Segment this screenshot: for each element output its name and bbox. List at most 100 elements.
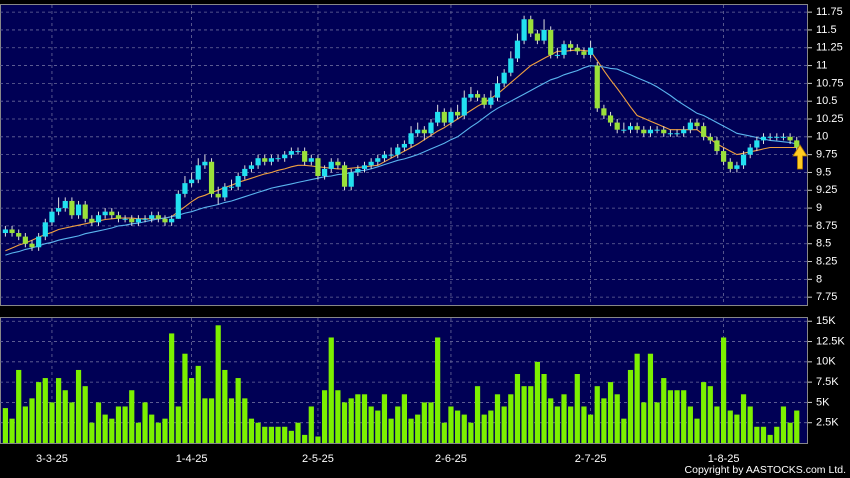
volume-bar <box>308 406 314 443</box>
volume-bar <box>115 406 122 443</box>
candle-body <box>541 29 547 41</box>
volume-bar <box>62 390 68 443</box>
candle-body <box>135 218 141 223</box>
candle-body <box>474 94 481 98</box>
volume-bar <box>189 378 195 443</box>
candle-body <box>601 108 607 116</box>
candle-body <box>581 51 587 55</box>
candle-body <box>641 129 647 134</box>
ma-line <box>5 49 797 252</box>
candle-body <box>242 168 248 177</box>
y-tick-label: 11 <box>816 59 827 71</box>
volume-bar <box>348 398 354 443</box>
candle-body <box>16 233 22 237</box>
candle-body <box>661 129 667 134</box>
volume-bar <box>295 422 301 443</box>
candle-body <box>687 122 693 130</box>
volume-bar <box>155 422 161 443</box>
candle-body <box>95 215 102 223</box>
volume-bar <box>794 410 800 443</box>
candle-body <box>315 158 321 177</box>
candle-body <box>75 204 82 216</box>
candle-body <box>548 29 554 55</box>
candle-body <box>49 211 55 223</box>
volume-bar <box>42 378 48 443</box>
volume-bar <box>375 410 381 443</box>
volume-bar <box>248 418 255 443</box>
candle-body <box>448 111 454 123</box>
volume-bar <box>461 414 467 443</box>
candle-body <box>182 183 188 194</box>
volume-bar <box>787 422 793 443</box>
volume-bar <box>82 386 88 443</box>
volume-bar <box>674 390 680 443</box>
candle-body <box>574 47 580 52</box>
candle-body <box>714 140 720 152</box>
volume-bar <box>36 382 42 443</box>
volume-bar <box>208 398 215 443</box>
x-tick-label: 3-3-25 <box>36 453 68 465</box>
candle-body <box>89 218 95 223</box>
volume-bar <box>428 402 434 443</box>
volume-bar <box>235 378 241 443</box>
candle-body <box>415 129 421 134</box>
volume-bar <box>528 386 534 443</box>
y-tick-label: 9.25 <box>816 184 837 196</box>
candle-body <box>129 218 135 223</box>
candle-body <box>222 186 228 198</box>
volume-bar <box>661 378 667 443</box>
volume-bar <box>415 414 421 443</box>
volume-bar <box>747 406 753 443</box>
candle-body <box>2 229 8 234</box>
candle-body <box>554 54 560 56</box>
volume-bar <box>275 426 281 443</box>
candle-body <box>368 161 374 166</box>
volume-bar <box>548 398 554 443</box>
volume-bar <box>508 394 514 443</box>
volume-bar <box>627 369 634 443</box>
plot-layer: 7.75 8 8.25 8.5 8.75 9 9.25 9.5 9.75 10 10.25 10.5 1… <box>0 5 845 465</box>
volume-bar <box>734 414 740 443</box>
candle-body <box>268 158 274 162</box>
volume-bar <box>654 402 660 443</box>
candle-body <box>481 97 487 105</box>
volume-bar <box>215 325 221 443</box>
candle-body <box>109 211 115 216</box>
y-tick-label: 11.5 <box>816 24 837 36</box>
candle-body <box>169 218 175 223</box>
volume-bar <box>395 406 401 443</box>
y-tick-label: 12.5K <box>816 335 845 347</box>
candle-body <box>308 158 314 162</box>
candle-body <box>275 158 281 160</box>
volume-bar <box>368 406 374 443</box>
volume-bar <box>514 374 521 443</box>
candle-body <box>388 154 394 156</box>
candle-body <box>9 229 15 234</box>
volume-bar <box>594 386 600 443</box>
volume-bar <box>22 406 28 443</box>
x-tick-label: 2-6-25 <box>435 453 467 465</box>
volume-bar <box>767 434 773 443</box>
volume-bar <box>681 390 687 443</box>
candle-body <box>122 218 128 220</box>
candle-body <box>614 122 620 130</box>
volume-bar <box>355 394 361 443</box>
candle-body <box>727 161 733 169</box>
candle-body <box>514 40 521 59</box>
candle-body <box>561 44 567 55</box>
candle-body <box>654 129 660 131</box>
volume-bar <box>315 436 321 443</box>
y-tick-label: 11.25 <box>816 42 843 54</box>
volume-bar <box>481 414 487 443</box>
volume-bar <box>408 418 414 443</box>
candle-body <box>534 33 540 41</box>
candle-body <box>441 111 447 123</box>
volume-bar <box>641 402 647 443</box>
volume-bar <box>202 398 208 443</box>
volume-bar <box>129 390 135 443</box>
candle-body <box>707 136 713 141</box>
candle-body <box>528 19 534 34</box>
y-tick-label: 10 <box>816 131 828 143</box>
candle-body <box>175 193 181 219</box>
candle-body <box>455 111 461 116</box>
